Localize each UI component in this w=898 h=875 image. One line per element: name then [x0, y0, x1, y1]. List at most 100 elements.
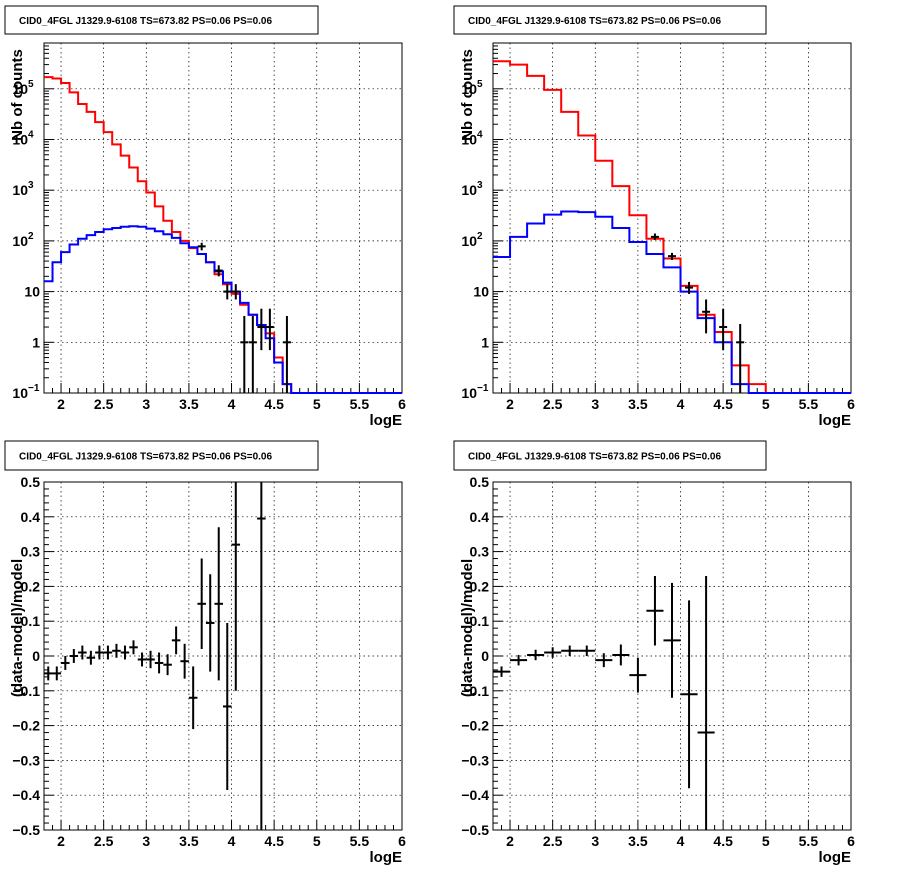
data-point — [95, 645, 104, 660]
data-point — [120, 645, 130, 660]
data-point — [171, 626, 181, 655]
x-tick-label: 2.5 — [94, 833, 114, 849]
data-point — [257, 482, 266, 830]
data-point — [154, 652, 164, 674]
x-tick-label: 5.5 — [350, 396, 370, 412]
data-point — [223, 284, 232, 300]
y-axis-label: Nb of counts — [459, 49, 476, 141]
y-tick-exponent: 2 — [28, 231, 34, 242]
y-tick-label: −0.2 — [12, 718, 40, 734]
x-tick-label: 4 — [677, 833, 685, 849]
data-point — [493, 666, 511, 677]
data-point — [265, 308, 274, 351]
y-tick-label: 0.2 — [21, 578, 41, 594]
x-tick-label: 5.5 — [350, 833, 370, 849]
series-line-blue — [493, 210, 851, 394]
y-tick-label: 10 — [12, 81, 28, 97]
data-point — [612, 644, 630, 666]
data-point — [188, 666, 198, 730]
data-point — [205, 574, 215, 672]
data-point — [595, 653, 613, 668]
y-tick-label: 0.2 — [470, 578, 490, 594]
x-tick-label: 2 — [57, 833, 65, 849]
x-tick-label: 4.5 — [713, 396, 733, 412]
x-axis-label: logE — [819, 412, 852, 429]
x-tick-label: 4.5 — [713, 833, 733, 849]
x-tick-label: 5 — [762, 396, 770, 412]
plot-title: CID0_4FGL J1329.9-6108 TS=673.82 PS=0.06… — [19, 452, 272, 463]
data-point — [544, 647, 562, 658]
data-point — [231, 284, 240, 300]
data-point — [719, 308, 728, 351]
panel-counts_fine: CID0_4FGL J1329.9-6108 TS=673.82 PS=0.06… — [4, 5, 406, 429]
data-point — [629, 657, 647, 693]
y-tick-exponent: 3 — [28, 180, 34, 191]
data-point — [282, 316, 291, 393]
y-tick-exponent: 3 — [477, 180, 483, 191]
y-tick-label: 0 — [481, 648, 489, 664]
x-tick-label: 3 — [142, 833, 150, 849]
data-point — [137, 652, 147, 667]
y-tick-label: −0.5 — [12, 822, 40, 838]
x-tick-label: 4 — [228, 833, 236, 849]
y-tick-label: −0.1 — [12, 683, 40, 699]
x-axis-label: logE — [370, 412, 403, 429]
panel-resid_fine: CID0_4FGL J1329.9-6108 TS=673.82 PS=0.06… — [4, 440, 406, 866]
data-point — [663, 582, 681, 698]
y-tick-label: 0.4 — [470, 509, 490, 525]
data-point — [44, 666, 53, 681]
y-tick-exponent: 4 — [477, 129, 483, 140]
data-point — [69, 649, 79, 663]
y-tick-label: 10 — [461, 81, 477, 97]
data-point — [197, 242, 206, 251]
x-axis-label: logE — [819, 849, 852, 866]
data-point — [527, 649, 545, 661]
plot-title: CID0_4FGL J1329.9-6108 TS=673.82 PS=0.06… — [468, 452, 721, 463]
data-point — [561, 645, 579, 656]
x-tick-label: 4 — [228, 396, 236, 412]
x-tick-label: 3 — [591, 833, 599, 849]
series-line-blue — [44, 225, 402, 394]
x-tick-label: 3 — [142, 396, 150, 412]
data-point — [129, 640, 138, 655]
data-point — [112, 643, 121, 658]
y-tick-label: 0.4 — [21, 509, 41, 525]
y-tick-label: 10 — [461, 182, 477, 198]
panel-resid_coarse: CID0_4FGL J1329.9-6108 TS=673.82 PS=0.06… — [453, 440, 855, 866]
y-tick-label: 10 — [12, 131, 28, 147]
y-tick-label: 10 — [461, 233, 477, 249]
data-point — [223, 622, 232, 790]
data-point — [697, 575, 715, 830]
data-point — [146, 650, 155, 669]
y-tick-label: −0.4 — [12, 787, 40, 803]
x-tick-label: 2 — [57, 396, 65, 412]
data-point — [650, 233, 659, 240]
x-tick-label: 5.5 — [799, 396, 819, 412]
x-tick-label: 4.5 — [264, 833, 284, 849]
data-point — [736, 323, 745, 393]
x-tick-label: 5 — [313, 833, 321, 849]
x-tick-label: 2.5 — [543, 396, 563, 412]
y-tick-label: −0.1 — [461, 683, 489, 699]
data-point — [510, 654, 528, 666]
x-tick-label: 2.5 — [94, 396, 114, 412]
data-point — [231, 482, 241, 691]
x-tick-label: 3.5 — [628, 833, 648, 849]
y-tick-label: 10 — [473, 284, 489, 300]
y-tick-label: 10 — [24, 284, 40, 300]
x-tick-label: 6 — [398, 833, 406, 849]
x-tick-label: 3.5 — [179, 396, 199, 412]
x-tick-label: 6 — [847, 396, 855, 412]
x-tick-label: 6 — [398, 396, 406, 412]
data-point — [214, 527, 223, 681]
plot-title-box — [4, 440, 319, 471]
y-tick-label: 0.1 — [21, 613, 41, 629]
data-point — [180, 643, 189, 679]
data-point — [103, 645, 113, 660]
y-tick-label: 10 — [12, 182, 28, 198]
y-tick-label: 0.5 — [21, 474, 41, 490]
x-tick-label: 3.5 — [628, 396, 648, 412]
data-point — [248, 316, 257, 393]
y-tick-label: 0 — [32, 648, 40, 664]
plot-frame — [43, 481, 403, 831]
